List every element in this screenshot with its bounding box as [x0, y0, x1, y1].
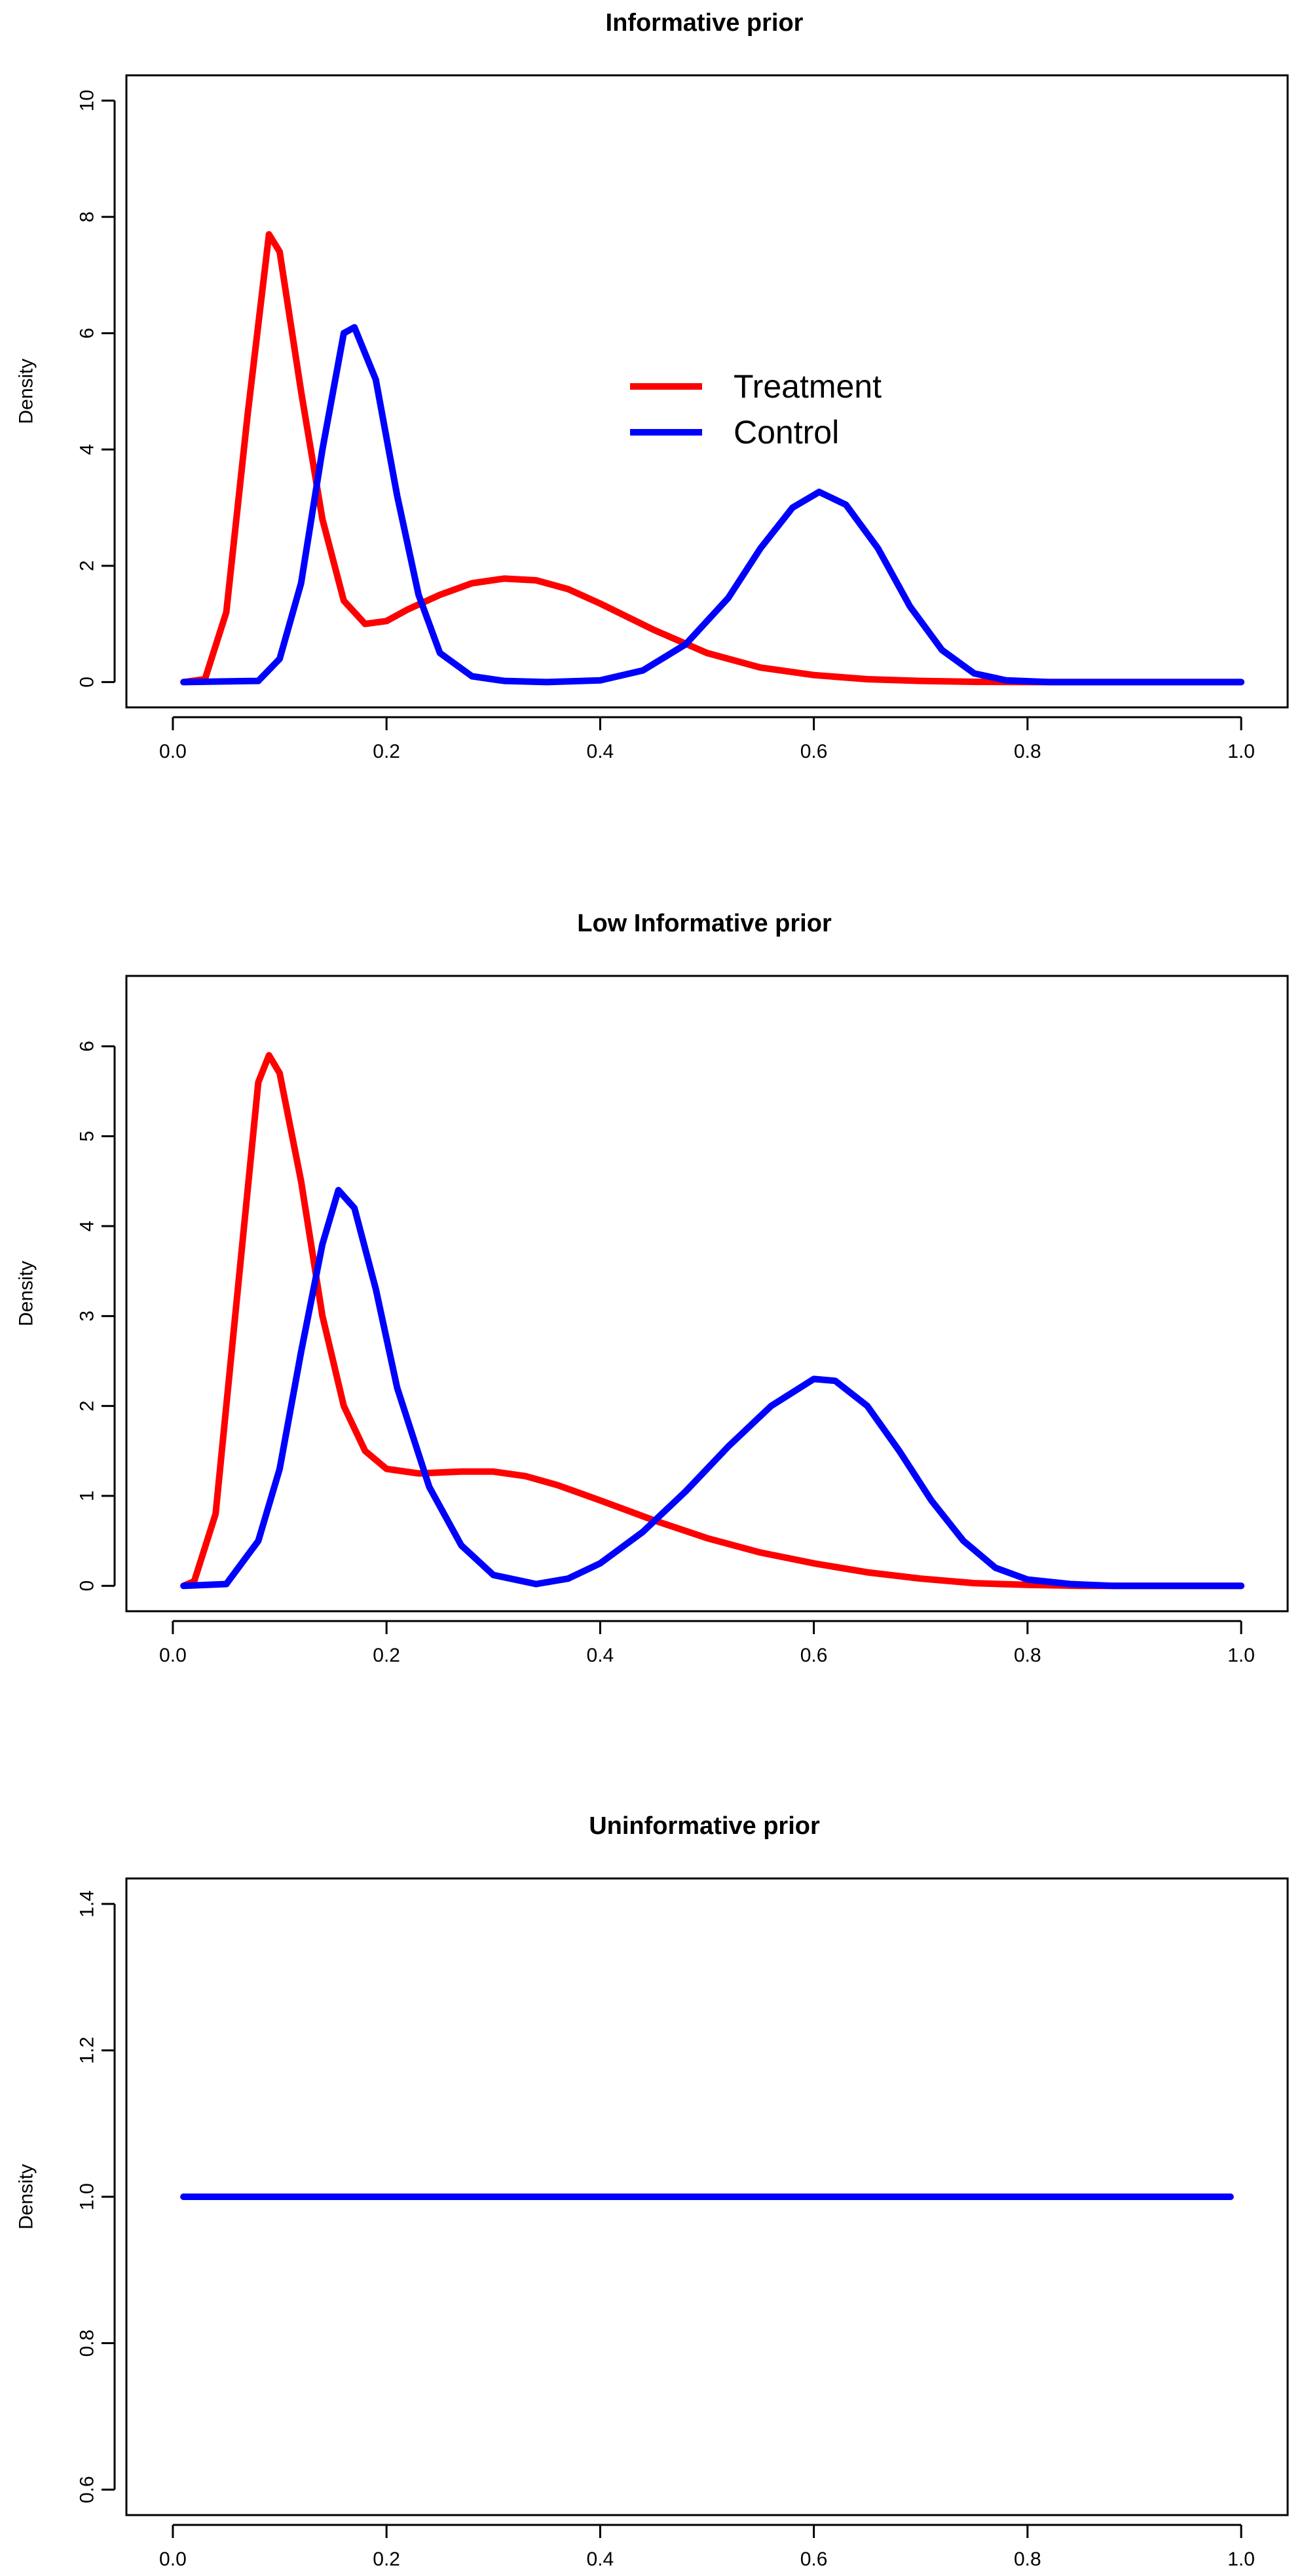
y-axis-label: Density	[16, 2164, 37, 2230]
y-tick-label: 2	[77, 1400, 98, 1411]
y-tick-label: 2	[77, 560, 98, 571]
plot-frame	[125, 1877, 1289, 2516]
x-tick-label: 0.6	[800, 741, 828, 762]
x-tick-label: 0.2	[373, 741, 400, 762]
x-tick-label: 0.8	[1014, 741, 1041, 762]
x-tick-label: 0.4	[587, 2548, 614, 2570]
x-tick-label: 0.2	[373, 2548, 400, 2570]
x-tick-label: 0.8	[1014, 2548, 1041, 2570]
legend-label-control: Control	[734, 414, 839, 451]
series-line-control	[180, 324, 1245, 686]
y-tick-label: 0	[77, 677, 98, 688]
x-tick-label: 0.4	[587, 741, 614, 762]
y-tick-label: 6	[77, 1041, 98, 1052]
x-tick-label: 0.0	[159, 741, 187, 762]
y-tick-label: 0	[77, 1580, 98, 1592]
panel-1: Informative prior 0.0 0.2 0.4 0.6 0.8 1.0 0 2 4 6 8…	[16, 9, 1289, 762]
legend-label-treatment: Treatment	[734, 368, 882, 405]
y-tick-label: 1.2	[77, 2037, 98, 2064]
x-tick-label: 0.4	[587, 1645, 614, 1666]
y-tick-label: 8	[77, 212, 98, 223]
x-tick-label: 1.0	[1227, 2548, 1255, 2570]
plot-title: Uninformative prior	[589, 1812, 820, 1840]
y-tick-label: 4	[77, 1221, 98, 1232]
x-tick-label: 0.2	[373, 1645, 400, 1666]
y-tick-label: 4	[77, 444, 98, 455]
y-tick-label: 10	[77, 90, 98, 111]
plot-frame	[125, 975, 1289, 1613]
plot-frame	[125, 74, 1289, 709]
y-axis-label: Density	[16, 1261, 37, 1326]
y-tick-label: 0.8	[77, 2330, 98, 2357]
y-tick-label: 1.0	[77, 2183, 98, 2211]
x-tick-label: 0.0	[159, 1645, 187, 1666]
series-line-treatment	[180, 231, 1245, 686]
y-tick-label: 1.4	[77, 1890, 98, 1918]
series-line-control	[180, 1187, 1245, 1590]
y-tick-label: 3	[77, 1311, 98, 1322]
y-tick-label: 1	[77, 1491, 98, 1502]
x-tick-label: 0.0	[159, 2548, 187, 2570]
panel-2: Low Informative prior 0.0 0.2 0.4 0.6 0.8 1.0 0…	[16, 910, 1289, 1666]
plot-title: Low Informative prior	[577, 910, 832, 937]
x-tick-label: 0.6	[800, 2548, 828, 2570]
plot-title: Informative prior	[606, 9, 804, 37]
y-tick-label: 5	[77, 1130, 98, 1142]
legend: Treatment Control	[630, 368, 882, 451]
panel-3: Uninformative prior 0.0 0.2 0.4 0.6 0.8 1.0 0.6…	[16, 1812, 1289, 2570]
x-tick-label: 1.0	[1227, 741, 1255, 762]
x-tick-label: 0.6	[800, 1645, 828, 1666]
y-tick-label: 0.6	[77, 2476, 98, 2503]
y-axis-label: Density	[16, 358, 37, 424]
x-tick-label: 0.8	[1014, 1645, 1041, 1666]
x-tick-label: 1.0	[1227, 1645, 1255, 1666]
series-line-treatment	[180, 1052, 1245, 1590]
y-tick-label: 6	[77, 327, 98, 339]
